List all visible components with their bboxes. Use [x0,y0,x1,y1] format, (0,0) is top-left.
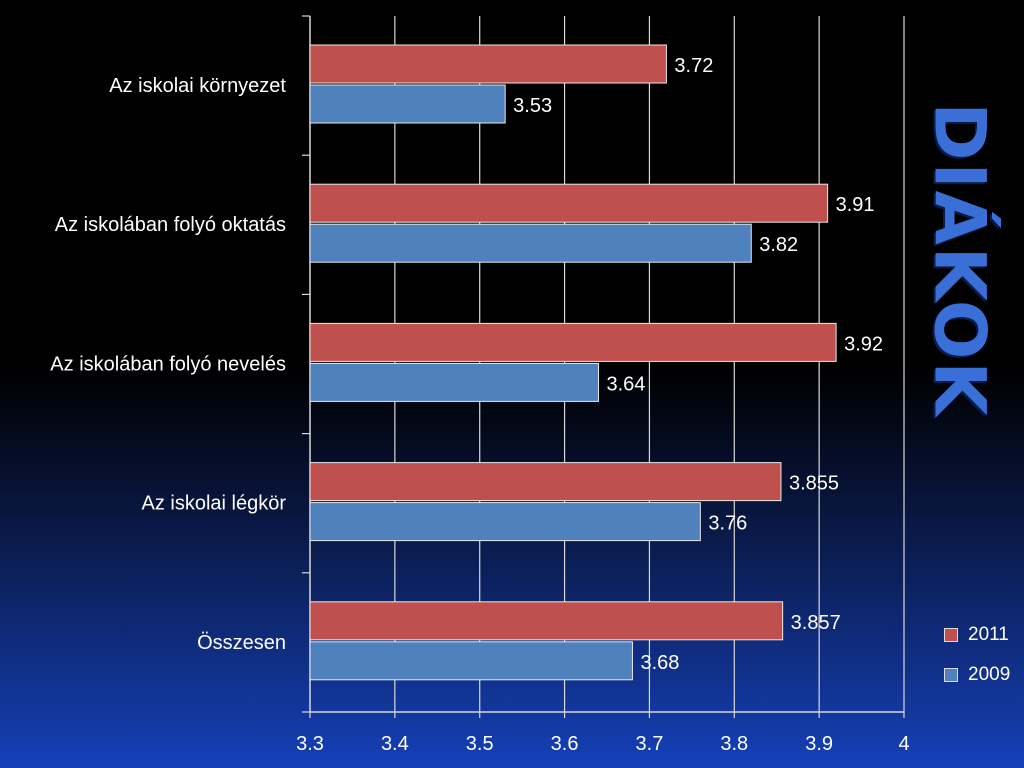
x-tick-label: 4 [898,733,909,755]
category-label: Összesen [197,632,286,654]
data-label-2011: 3.857 [791,612,841,634]
bar-2011 [309,462,782,502]
data-label-2009: 3.76 [708,513,747,535]
data-label-2009: 3.68 [640,652,679,674]
data-label-2009: 3.82 [759,234,798,256]
bar-2011 [309,601,784,641]
bar-2009 [309,223,752,263]
x-tick-label: 3.9 [805,733,833,755]
bar-2009 [309,84,506,124]
data-label-2011: 3.72 [674,55,713,77]
category-label: Az iskolában folyó nevelés [50,353,286,375]
x-tick-label: 3.3 [296,733,324,755]
bar-2011 [309,183,829,223]
data-label-2009: 3.64 [607,373,646,395]
legend-swatch-2009 [944,668,958,682]
bar-2009 [309,502,701,542]
side-title-container: DIÁKOK [900,100,1020,420]
bar-2011 [309,322,837,362]
bar-2011 [309,44,667,84]
legend-label-2009: 2009 [968,664,1011,685]
x-tick-label: 3.8 [720,733,748,755]
bar-2009 [309,362,600,402]
legend: 2011 2009 [944,622,1010,702]
data-label-2009: 3.53 [513,95,552,117]
x-tick-label: 3.4 [381,733,409,755]
category-label: Az iskolai légkör [141,493,286,515]
side-title: DIÁKOK [919,102,1001,418]
category-label: Az iskolai környezet [109,75,286,97]
legend-item-2009: 2009 [944,662,1010,688]
data-label-2011: 3.855 [789,473,839,495]
legend-label-2011: 2011 [968,624,1009,645]
bar-2009 [309,641,633,681]
data-label-2011: 3.91 [836,194,875,216]
x-tick-label: 3.6 [551,733,579,755]
data-label-2011: 3.92 [844,333,883,355]
x-tick-label: 3.5 [466,733,494,755]
legend-item-2011: 2011 [944,622,1010,648]
x-tick-label: 3.7 [636,733,664,755]
category-label: Az iskolában folyó oktatás [55,214,286,236]
legend-swatch-2011 [944,628,958,642]
